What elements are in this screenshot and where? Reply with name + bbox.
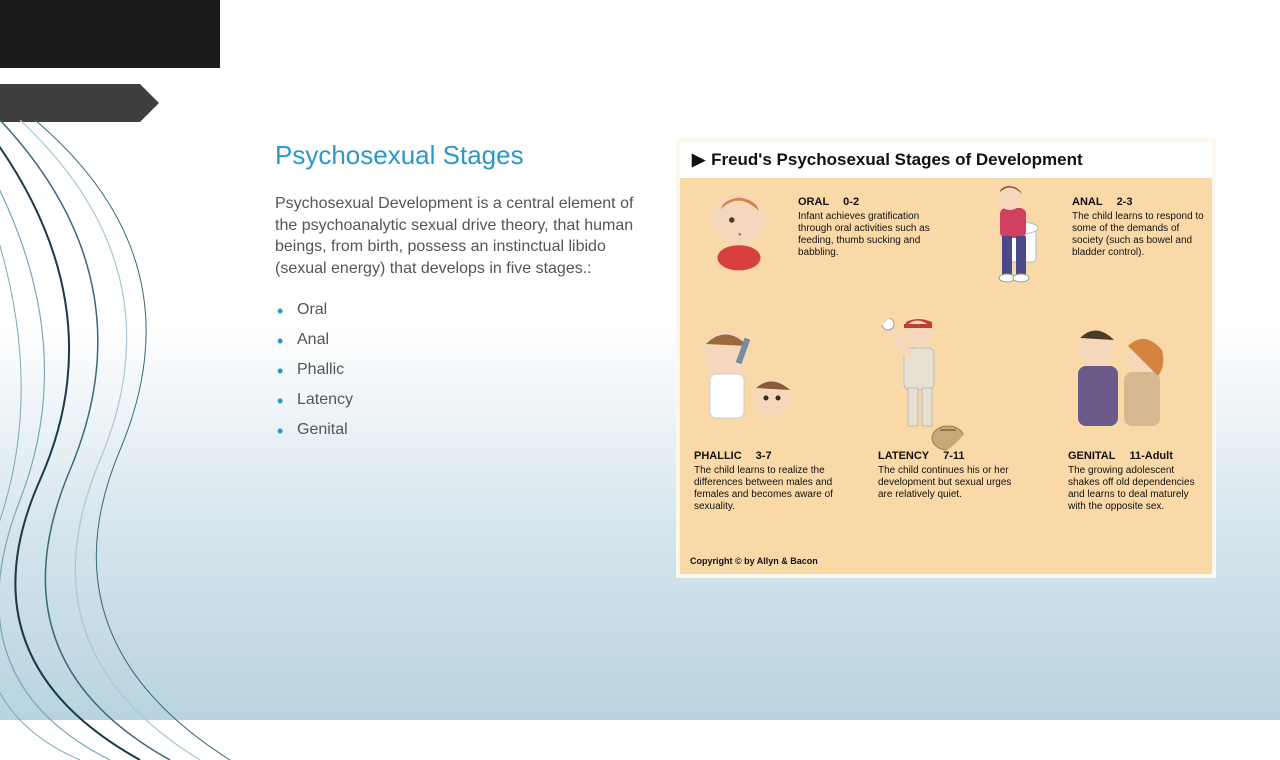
list-item: Phallic [275, 355, 645, 385]
oral-illustration [694, 184, 784, 274]
latency-illustration [860, 308, 980, 458]
stage-genital: GENITAL11-Adult The growing adolescent s… [1068, 450, 1208, 513]
stage-bullet-list: Oral Anal Phallic Latency Genital [275, 295, 645, 445]
wisp-lines [0, 120, 280, 760]
list-item: Genital [275, 415, 645, 445]
list-item: Latency [275, 385, 645, 415]
slide-description: Psychosexual Development is a central el… [275, 193, 645, 279]
list-item: Oral [275, 295, 645, 325]
triangle-icon: ▶ [692, 150, 705, 169]
stage-phallic: PHALLIC3-7 The child learns to realize t… [694, 450, 844, 513]
genital-illustration [1050, 316, 1190, 446]
text-content: Psychosexual Stages Psychosexual Develop… [275, 140, 645, 445]
stage-oral: ORAL0-2 Infant achieves gratification th… [798, 196, 938, 259]
anal-illustration [962, 178, 1062, 298]
phallic-illustration [686, 320, 806, 440]
slide-title: Psychosexual Stages [275, 140, 645, 171]
figure-copyright: Copyright © by Allyn & Bacon [690, 556, 818, 566]
stages-figure: ▶ Freud's Psychosexual Stages of Developm… [676, 138, 1216, 578]
list-item: Anal [275, 325, 645, 355]
figure-body: ORAL0-2 Infant achieves gratification th… [680, 178, 1212, 572]
top-dark-bar [0, 0, 220, 68]
stage-latency: LATENCY7-11 The child continues his or h… [878, 450, 1028, 501]
arrow-decoration [0, 84, 140, 122]
stage-anal: ANAL2-3 The child learns to respond to s… [1072, 196, 1212, 259]
figure-header: ▶ Freud's Psychosexual Stages of Developm… [680, 142, 1212, 178]
figure-title: Freud's Psychosexual Stages of Developme… [711, 150, 1083, 169]
